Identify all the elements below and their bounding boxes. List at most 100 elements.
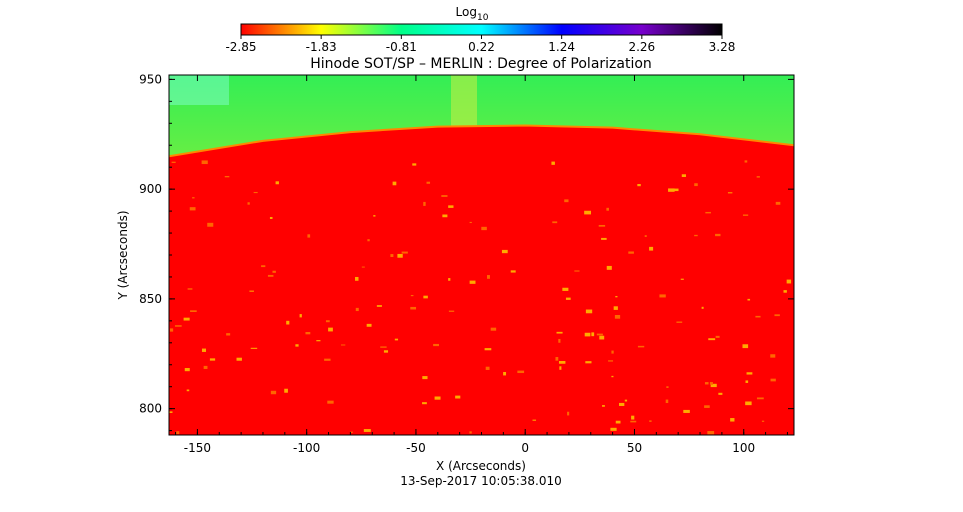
speckle xyxy=(558,338,561,343)
speckle xyxy=(373,215,376,217)
speckle xyxy=(469,431,472,434)
speckle xyxy=(742,344,749,349)
speckle xyxy=(665,399,669,404)
speckle xyxy=(630,420,637,423)
speckle xyxy=(448,310,455,312)
colorbar-label: Log10 xyxy=(456,5,489,23)
speckle xyxy=(615,296,618,298)
speckle xyxy=(510,270,516,273)
speckle xyxy=(383,350,389,353)
speckle xyxy=(715,335,720,338)
speckle xyxy=(190,310,197,312)
speckle xyxy=(618,402,625,406)
speckle xyxy=(564,199,569,203)
speckle xyxy=(709,382,713,385)
speckle xyxy=(599,335,605,340)
speckle xyxy=(316,340,321,342)
speckle xyxy=(187,288,193,290)
speckle xyxy=(412,163,417,166)
speckle xyxy=(606,265,612,270)
speckle xyxy=(704,382,709,385)
speckle xyxy=(350,431,353,433)
speckle xyxy=(707,431,715,435)
speckle xyxy=(671,188,679,192)
speckle xyxy=(189,207,196,211)
speckle xyxy=(718,392,723,395)
y-tick-label: 850 xyxy=(139,292,162,306)
speckle xyxy=(469,221,472,224)
speckle xyxy=(284,388,288,393)
y-axis: 800 850 900 950 xyxy=(139,72,794,432)
speckle xyxy=(559,366,562,370)
speckle xyxy=(704,405,710,408)
speckle xyxy=(562,287,569,291)
speckle xyxy=(355,276,359,281)
speckle xyxy=(683,409,690,413)
speckle xyxy=(390,254,394,258)
speckle xyxy=(325,320,330,323)
speckle xyxy=(649,420,652,422)
chart-title: Hinode SOT/SP – MERLIN : Degree of Polar… xyxy=(310,56,652,72)
speckle xyxy=(422,376,428,380)
speckle xyxy=(171,161,176,163)
colorbar: Log10 -2.85 -1.83 -0.81 0.22 1.24 2.26 3.28 xyxy=(225,5,735,54)
speckle xyxy=(295,344,299,347)
speckle xyxy=(201,160,208,165)
speckle xyxy=(585,309,593,314)
x-tick-label: -50 xyxy=(406,441,426,455)
speckle xyxy=(708,338,716,341)
speckle xyxy=(394,338,399,341)
corona-noise-patch xyxy=(169,75,229,105)
speckle xyxy=(380,346,387,348)
speckle xyxy=(532,419,537,421)
speckle xyxy=(299,314,302,318)
y-tick-label: 950 xyxy=(139,72,162,86)
speckle xyxy=(637,345,645,348)
speckle xyxy=(567,411,570,416)
speckle xyxy=(324,358,331,361)
speckle xyxy=(552,221,558,224)
speckle xyxy=(224,175,230,178)
speckle xyxy=(701,306,704,309)
speckle xyxy=(448,205,454,208)
speckle xyxy=(710,383,717,388)
speckle xyxy=(169,328,174,332)
speckle xyxy=(556,331,563,334)
speckle xyxy=(517,370,525,374)
speckle xyxy=(247,202,250,205)
solar-disk-region xyxy=(169,125,794,435)
speckle xyxy=(783,290,787,293)
speckle xyxy=(680,278,684,280)
y-tick-label: 800 xyxy=(139,402,162,416)
speckle xyxy=(637,183,641,187)
colorbar-tick-label: -0.81 xyxy=(386,40,417,54)
speckle xyxy=(668,188,675,192)
y-axis-label: Y (Arcseconds) xyxy=(116,210,130,300)
colorbar-tick-label: 3.28 xyxy=(709,40,736,54)
speckle xyxy=(631,415,635,420)
speckle xyxy=(327,400,334,404)
speckle xyxy=(203,365,208,369)
speckle xyxy=(442,214,448,218)
speckle xyxy=(584,210,592,215)
speckle xyxy=(261,265,266,268)
speckle xyxy=(422,402,427,405)
speckle xyxy=(727,192,733,194)
x-axis: -150 -100 -50 0 50 100 xyxy=(175,75,788,455)
speckle xyxy=(423,295,428,299)
speckle xyxy=(249,290,254,292)
colorbar-label-subscript: 10 xyxy=(477,13,489,23)
magnetic-speckles xyxy=(169,160,792,435)
speckle xyxy=(715,233,721,237)
speckle xyxy=(606,207,609,211)
speckle xyxy=(551,161,555,165)
speckle xyxy=(756,397,764,400)
speckle xyxy=(761,420,765,422)
speckle xyxy=(392,181,397,186)
speckle xyxy=(746,372,753,375)
speckle xyxy=(270,390,277,395)
speckle xyxy=(426,181,431,184)
x-tick-label: -100 xyxy=(293,441,320,455)
speckle xyxy=(613,306,618,310)
speckle xyxy=(423,201,426,206)
